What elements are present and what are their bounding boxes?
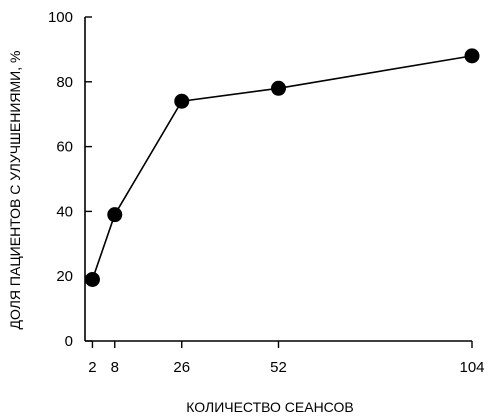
data-point: [107, 207, 123, 223]
y-tick-label: 100: [48, 9, 73, 26]
x-axis-title: КОЛИЧЕСТВО СЕАНСОВ: [186, 399, 353, 415]
data-point: [84, 271, 100, 287]
x-tick-label: 52: [270, 359, 287, 376]
y-tick-label: 0: [65, 333, 73, 350]
x-axis-ticks: 2 8 26 52 104: [88, 341, 485, 376]
data-point: [464, 48, 480, 64]
x-tick-label: 8: [111, 359, 119, 376]
x-tick-label: 2: [88, 359, 96, 376]
series-layer: [84, 48, 480, 287]
x-tick-label: 104: [459, 359, 484, 376]
data-point: [174, 93, 190, 109]
y-tick-label: 80: [56, 74, 73, 91]
y-tick-label: 40: [56, 203, 73, 220]
y-tick-label: 60: [56, 139, 73, 156]
y-tick-label: 20: [56, 268, 73, 285]
y-axis-ticks: 0 20 40 60 80 100: [48, 9, 92, 350]
y-axis-title: ДОЛЯ ПАЦИЕНТОВ С УЛУЧШЕНИЯМИ, %: [7, 51, 23, 330]
x-tick-label: 26: [173, 359, 190, 376]
data-point: [271, 80, 286, 96]
